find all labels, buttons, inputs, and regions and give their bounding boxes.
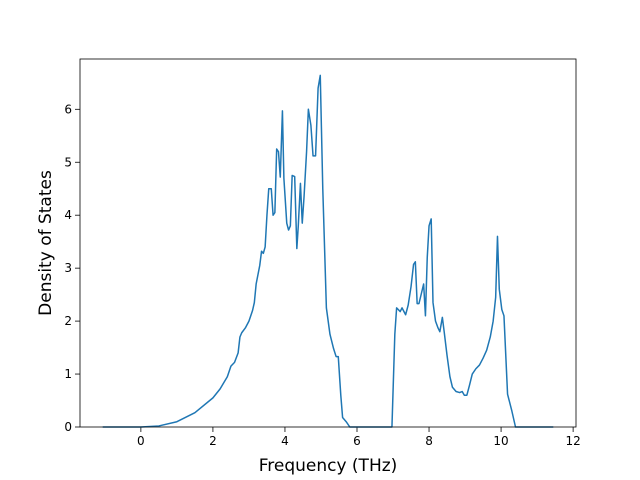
x-tick-label: 2 (209, 434, 217, 448)
x-tick-label: 12 (565, 434, 580, 448)
y-tick-label: 4 (64, 208, 72, 222)
x-tick-label: 4 (281, 434, 289, 448)
y-tick-label: 5 (64, 155, 72, 169)
x-tick-label: 6 (353, 434, 361, 448)
y-tick-label: 0 (64, 420, 72, 434)
x-axis-label: Frequency (THz) (259, 456, 398, 476)
y-tick-label: 6 (64, 102, 72, 116)
x-tick-label: 0 (137, 434, 145, 448)
x-tick-label: 8 (425, 434, 433, 448)
y-tick-label: 1 (64, 367, 72, 381)
axes-frame (79, 58, 577, 428)
x-tick-label: 10 (493, 434, 508, 448)
y-tick-label: 3 (64, 261, 72, 275)
y-tick-label: 2 (64, 314, 72, 328)
line (102, 74, 554, 428)
y-axis-label: Density of States (36, 170, 56, 316)
